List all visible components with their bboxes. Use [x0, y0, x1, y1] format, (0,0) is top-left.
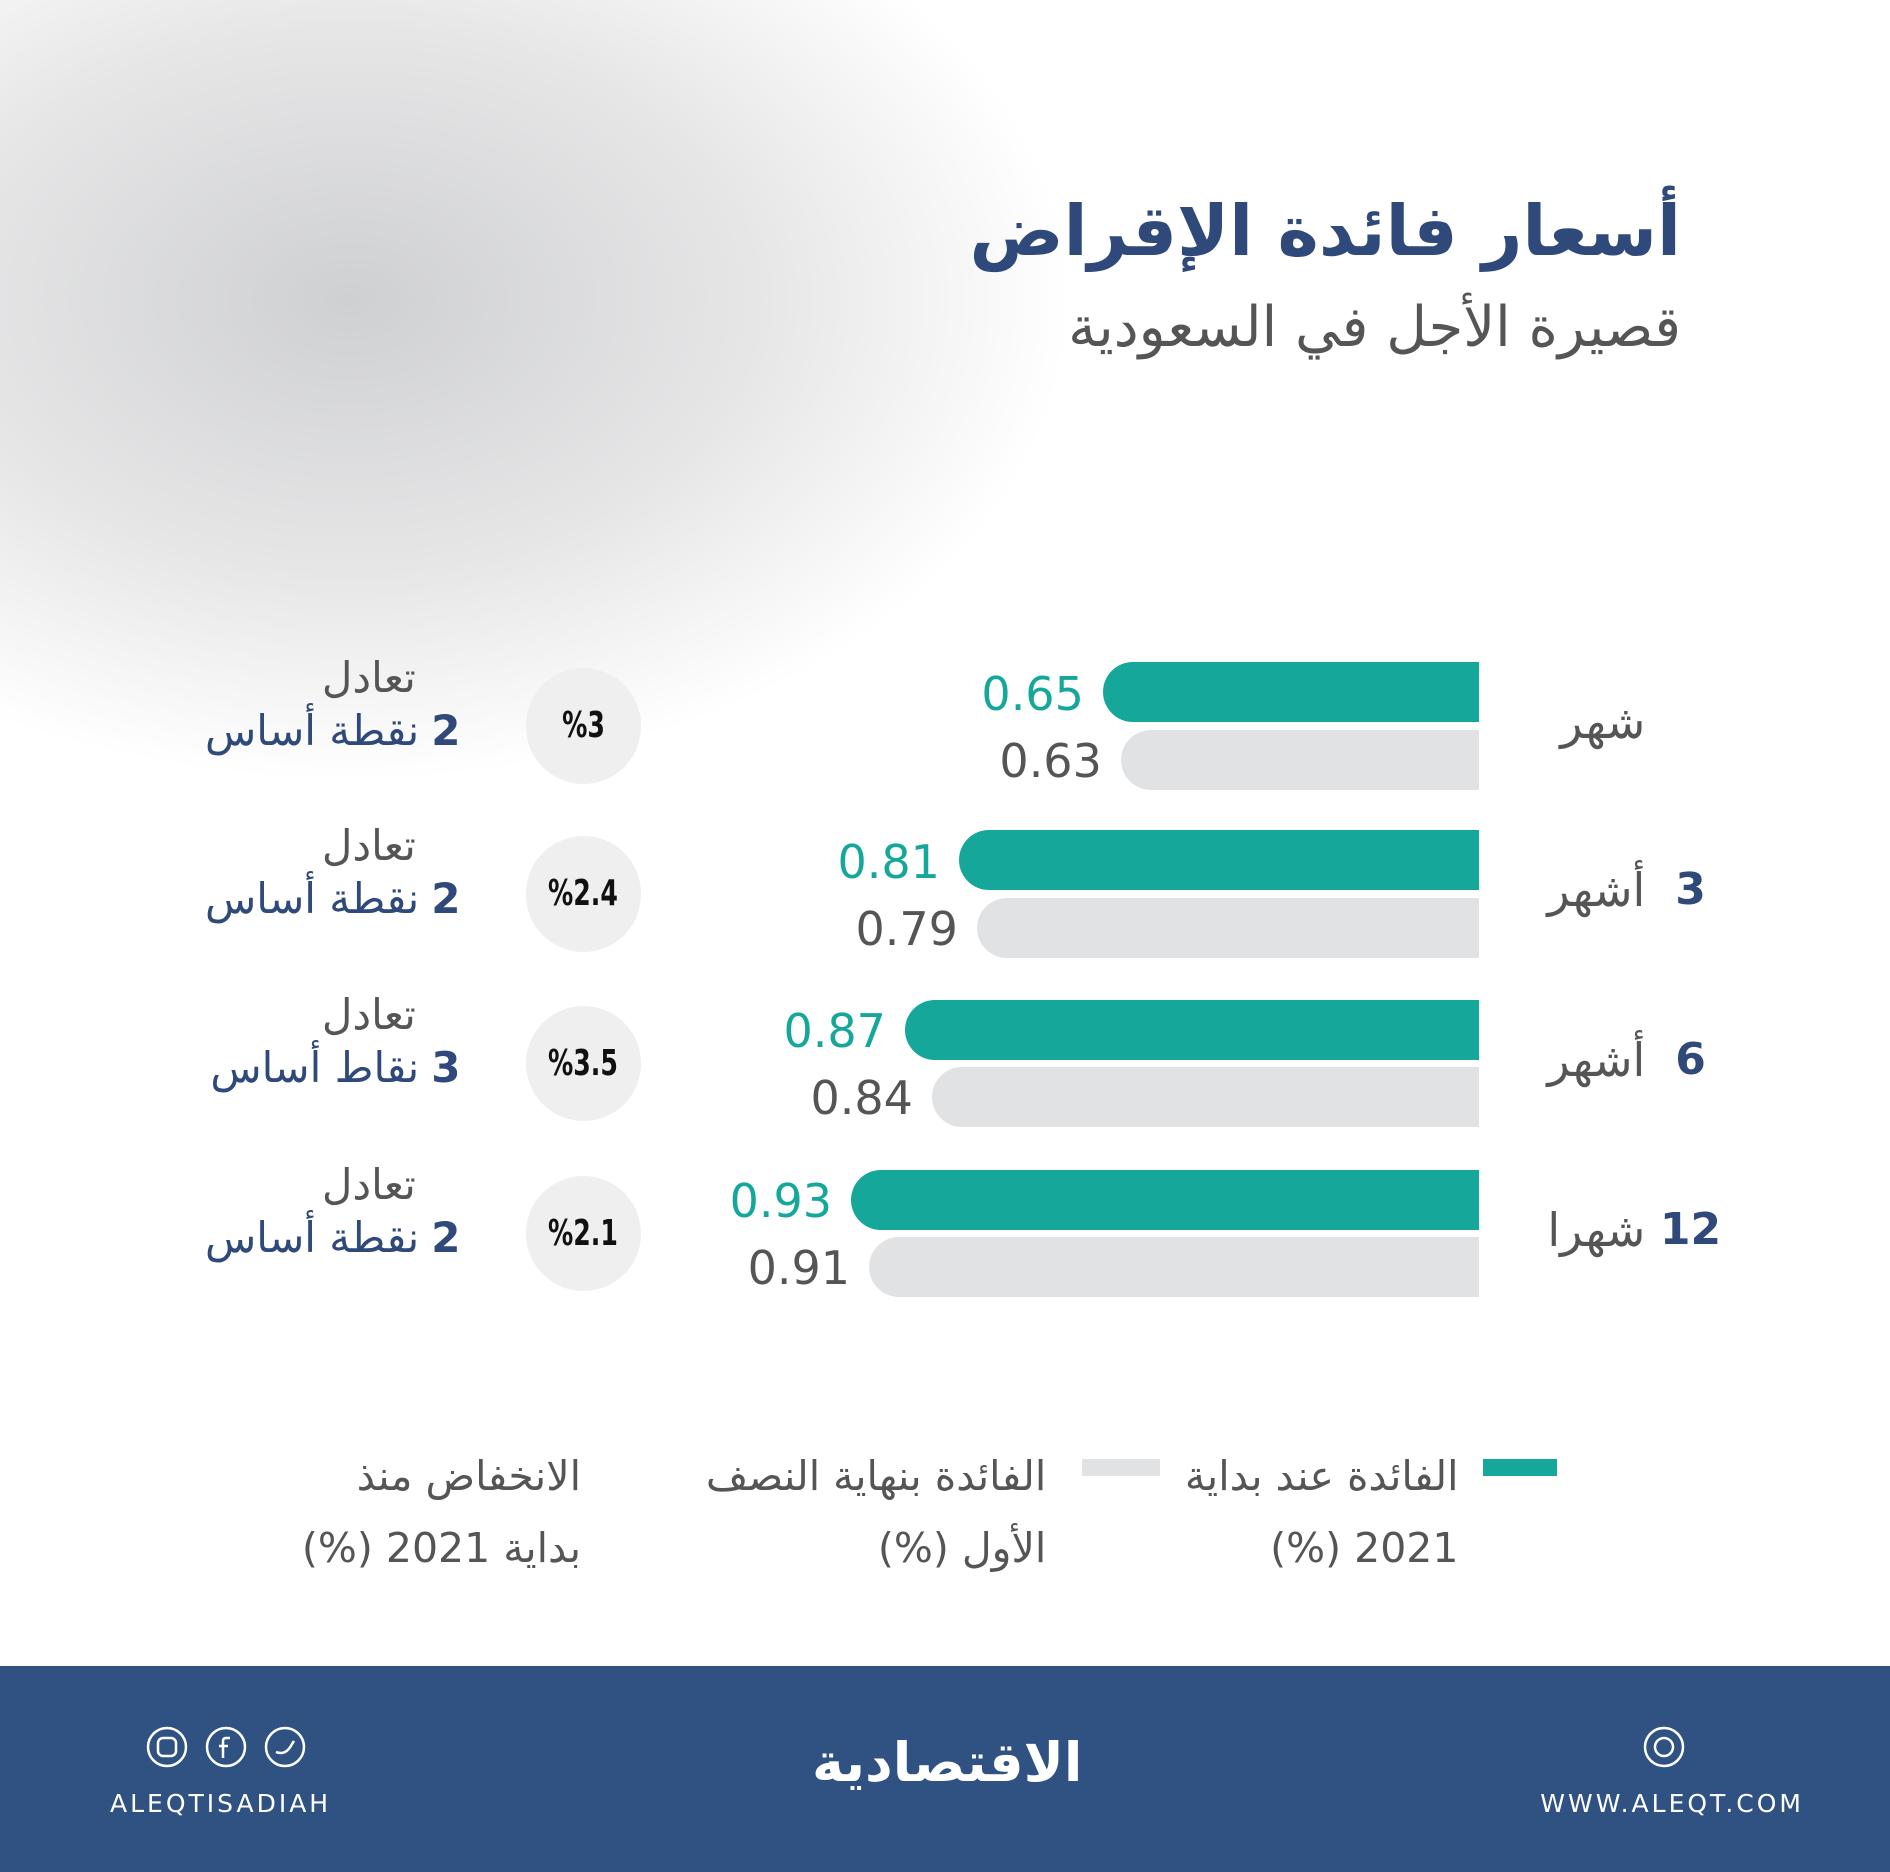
decline-circle: %2.1 — [525, 1176, 642, 1292]
note-points: 2 نقطة أساس — [205, 1213, 460, 1262]
note-number: 2 — [431, 873, 461, 923]
value-label: 0.81 — [837, 834, 940, 889]
footer: ALEQTISADIAH الاقتصادية WWW.ALEQT.COM — [0, 1666, 1890, 1872]
legend-swatch — [1482, 1459, 1558, 1476]
value-label: 0.79 — [855, 901, 958, 956]
bar — [905, 999, 1479, 1060]
social-icons — [146, 1726, 1685, 1768]
decline-label: %2.1 — [548, 1213, 619, 1255]
web-glyph — [1653, 1736, 1675, 1758]
value-label: 0.87 — [783, 1003, 886, 1058]
facebook-icon — [205, 1726, 247, 1768]
note-label: تعادل — [321, 820, 416, 870]
category-count: 6 — [1675, 1033, 1706, 1085]
facebook-glyph — [219, 1736, 230, 1758]
category-unit: شهرا — [1547, 1203, 1646, 1257]
decline-circle: %2.4 — [525, 836, 642, 952]
note-unit: نقطة أساس — [205, 705, 420, 755]
bar — [851, 1170, 1479, 1230]
twitter-icon — [264, 1726, 306, 1768]
web-icon — [1643, 1726, 1685, 1768]
note-label: تعادل — [321, 990, 416, 1039]
footer-handle: ALEQTISADIAH — [110, 1789, 332, 1818]
category-unit: أشهر — [1547, 1032, 1646, 1087]
note-number: 2 — [431, 705, 461, 755]
value-label: 0.63 — [999, 733, 1102, 788]
footer-website: WWW.ALEQT.COM — [1540, 1789, 1804, 1818]
note-number: 2 — [431, 1213, 461, 1263]
category-label: 3 أشهر — [1547, 860, 1735, 920]
bar — [1121, 729, 1479, 790]
decline-circle: %3.5 — [525, 1005, 642, 1121]
decline-label: %3 — [561, 705, 605, 747]
bar — [1103, 662, 1479, 723]
value-label: 0.93 — [729, 1174, 832, 1229]
note-points: 2 نقطة أساس — [205, 706, 460, 755]
category-label: 12 شهرا — [1547, 1200, 1735, 1260]
decline-label: %3.5 — [548, 1042, 619, 1084]
chart-title: أسعار فائدة الإقراض — [969, 190, 1681, 272]
note-unit: نقاط أساس — [210, 1042, 420, 1092]
category-label: 6 أشهر — [1547, 1030, 1735, 1090]
bar — [932, 1066, 1479, 1127]
note-label: تعادل — [321, 652, 416, 702]
category-count: 12 — [1659, 1204, 1722, 1255]
note-points: 3 نقاط أساس — [210, 1043, 460, 1092]
value-label: 0.91 — [747, 1241, 850, 1296]
footer-brand: الاقتصادية — [812, 1731, 1083, 1794]
note-label: تعادل — [321, 1160, 416, 1210]
legend-label: الانخفاض منذ بداية 2021 (%) — [301, 1452, 581, 1572]
decline-circle: %3 — [525, 668, 642, 784]
decline-label: %2.4 — [548, 873, 619, 915]
note-number: 3 — [431, 1042, 461, 1092]
legend-label: الفائدة عند بداية 2021 (%) — [1184, 1452, 1459, 1572]
bar — [869, 1237, 1479, 1298]
instagram-icon — [146, 1726, 188, 1768]
category-label: شهر — [1560, 692, 1736, 752]
category-unit: شهر — [1560, 695, 1646, 750]
legend-swatch — [1082, 1459, 1160, 1476]
value-label: 0.84 — [810, 1071, 913, 1125]
instagram-glyph — [156, 1736, 178, 1758]
legend-label: الفائدة بنهاية النصف الأول (%) — [705, 1452, 1047, 1572]
twitter-glyph — [275, 1740, 296, 1755]
value-label: 0.65 — [981, 666, 1084, 721]
category-unit: أشهر — [1547, 863, 1646, 918]
chart-subtitle: قصيرة الأجل في السعودية — [1068, 295, 1681, 360]
note-unit: نقطة أساس — [205, 1213, 420, 1263]
category-count: 3 — [1675, 864, 1706, 916]
note-unit: نقطة أساس — [205, 873, 420, 923]
note-points: 2 نقطة أساس — [205, 874, 460, 923]
bar — [959, 830, 1479, 891]
bar — [977, 897, 1479, 958]
